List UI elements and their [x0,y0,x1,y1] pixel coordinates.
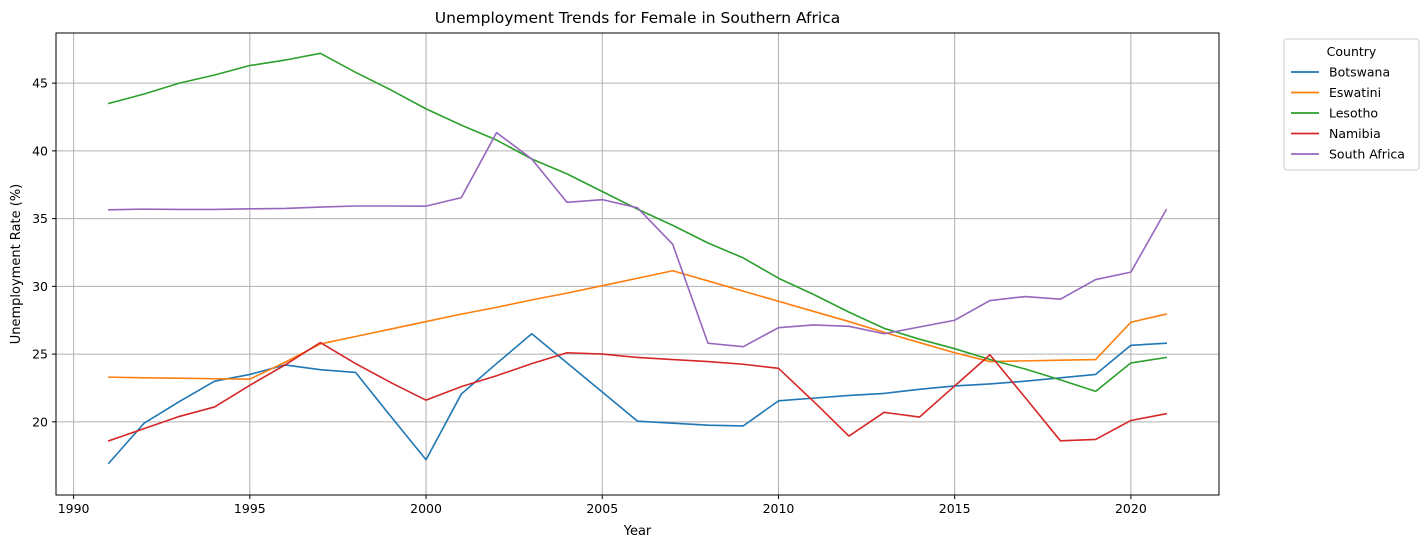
plot-frame [55,32,1220,496]
x-tick-label: 2000 [410,501,442,516]
legend-label-eswatini: Eswatini [1329,85,1381,100]
series-line-namibia [107,341,1168,442]
series-line-south-africa [108,131,1168,348]
legend-label-botswana: Botswana [1329,65,1390,80]
x-axis-label: Year [623,524,652,539]
y-tick-label: 40 [32,143,48,158]
legend-label-namibia: Namibia [1329,126,1381,141]
legend-label-south-africa: South Africa [1329,147,1405,162]
x-tick-label: 1995 [234,501,266,516]
legend: Country Botswana Eswatini Lesotho Namibia So… [1283,38,1420,171]
series-line-lesotho [107,52,1168,393]
y-tick-label: 25 [32,347,48,362]
y-tick-label: 20 [32,414,48,429]
legend-label-lesotho: Lesotho [1329,106,1378,121]
series-line-botswana [107,332,1167,465]
x-tick-label: 2005 [586,501,618,516]
x-tick-label: 2015 [939,501,971,516]
series-line-eswatini [108,269,1168,380]
x-tick-label: 2020 [1115,501,1147,516]
x-tick-label: 2010 [763,501,795,516]
y-axis-label: Unemployment Rate (%) [9,184,24,345]
y-tick-label: 45 [32,76,48,91]
y-tick-label: 30 [32,279,48,294]
x-tick-label: 1990 [58,501,90,516]
series-lines [107,52,1168,465]
chart-title: Unemployment Trends for Female in Southe… [435,9,840,27]
y-tick-label: 35 [32,211,48,226]
grid [56,33,1219,495]
legend-title: Country [1327,44,1377,59]
legend-items: Botswana Eswatini Lesotho Namibia South Afri… [1291,65,1405,162]
